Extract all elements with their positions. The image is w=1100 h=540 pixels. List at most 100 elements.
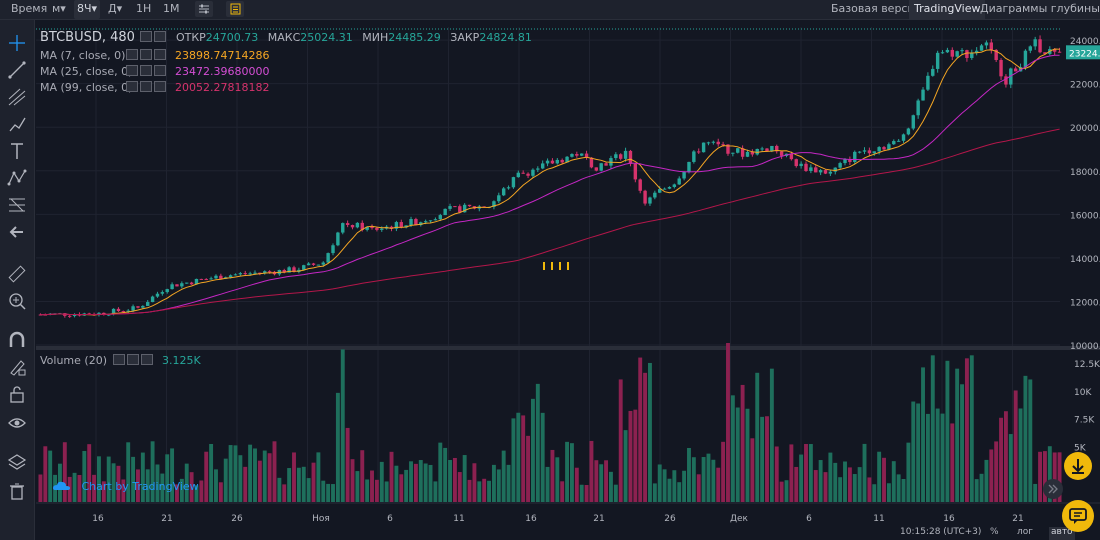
candle-body (555, 159, 560, 164)
magnet-icon[interactable] (6, 329, 28, 351)
volume-bar (145, 469, 150, 502)
interval-minutes-dropdown[interactable]: м▾ (52, 2, 66, 15)
ma99-settings-icon[interactable] (125, 81, 138, 92)
candle-body (560, 159, 564, 163)
candle-body (614, 154, 618, 159)
layers-icon[interactable] (6, 451, 28, 473)
candle-body (931, 68, 935, 76)
volume-bar (457, 472, 462, 502)
ma99-hide-icon[interactable] (139, 81, 152, 92)
scroll-right-button[interactable] (1043, 479, 1063, 499)
volume-settings-icon[interactable] (112, 354, 125, 365)
tradingview-tab[interactable]: TradingView (909, 0, 986, 19)
pane-separator (36, 346, 1100, 350)
volume-close-icon[interactable] (140, 354, 153, 365)
interval-day-dropdown[interactable]: Д▾ (108, 2, 123, 15)
hide-mini-icon[interactable] (154, 31, 167, 42)
candle-body (896, 140, 901, 142)
ma99-close-icon[interactable] (153, 81, 166, 92)
candle-body (243, 273, 247, 275)
ma7-hide-icon[interactable] (139, 49, 152, 60)
candle-body (906, 128, 911, 135)
candle-body (433, 219, 438, 221)
scroll-to-latest-button[interactable] (1064, 452, 1092, 480)
text-tool-icon[interactable] (6, 140, 28, 162)
ma99-legend[interactable]: MA (99, close, 0) 20052.27818182 (40, 81, 269, 94)
ma7-legend[interactable]: MA (7, close, 0) 23898.74714286 (40, 49, 269, 62)
lock-icon[interactable] (6, 383, 28, 405)
candle-body (141, 305, 145, 308)
indicators-settings-icon[interactable] (195, 1, 213, 17)
volume-bar (638, 357, 643, 502)
candle-body (467, 204, 472, 207)
volume-bar (706, 453, 711, 502)
depth-chart-tab[interactable]: Диаграммы глубины (980, 2, 1100, 15)
volume-bar (165, 454, 170, 502)
candle-body (345, 223, 350, 225)
price-chart[interactable]: 24000.00 22000.00 20000.00 18000.00 16000.00… (36, 27, 1100, 540)
volume-bar (228, 445, 233, 502)
candle-body (492, 201, 496, 207)
volume-bar (477, 481, 482, 502)
lock-pencil-icon[interactable] (6, 356, 28, 378)
crosshair-icon[interactable] (6, 32, 28, 54)
candle-body (263, 271, 267, 273)
volume-bar (448, 459, 452, 502)
volume-hide-icon[interactable] (126, 354, 139, 365)
chat-button[interactable] (1062, 500, 1094, 532)
candle-body (170, 284, 174, 290)
volume-bar (48, 450, 53, 502)
candle-body (672, 184, 677, 187)
ma25-hide-icon[interactable] (139, 65, 152, 76)
interval-week-button[interactable]: 1Н (136, 2, 152, 15)
trend-line-icon[interactable] (6, 59, 28, 81)
eye-icon[interactable] (6, 412, 28, 434)
zoom-in-icon[interactable] (6, 290, 28, 312)
trash-icon[interactable] (6, 480, 28, 502)
back-arrow-icon[interactable] (6, 221, 28, 243)
volume-bar (204, 451, 209, 502)
interval-month-button[interactable]: 1М (163, 2, 180, 15)
time-tick-label: 11 (873, 514, 884, 524)
candle-body (219, 275, 223, 279)
candle-body (67, 315, 72, 317)
volume-bar (877, 451, 882, 502)
volume-bar (828, 452, 833, 502)
candle-body (253, 272, 257, 274)
percent-toggle[interactable]: % (990, 527, 999, 537)
ma25-legend[interactable]: MA (25, close, 0) 23472.39680000 (40, 65, 269, 78)
ma25-close-icon[interactable] (153, 65, 166, 76)
settings-mini-icon[interactable] (140, 31, 153, 42)
tradingview-watermark[interactable]: Chart by TradingView (52, 480, 199, 493)
basic-version-tab[interactable]: Базовая версия (831, 2, 922, 15)
volume-bar (628, 410, 633, 502)
volume-bar (735, 407, 740, 502)
volume-bar (170, 448, 175, 502)
ma7-close-icon[interactable] (153, 49, 166, 60)
volume-bar (272, 441, 277, 502)
ma7-settings-icon[interactable] (125, 49, 138, 60)
volume-value: 3.125K (162, 354, 201, 367)
candle-body (950, 49, 954, 57)
indicators-list-icon[interactable] (226, 1, 244, 17)
pitchfork-icon[interactable] (6, 86, 28, 108)
candle-body (667, 186, 672, 189)
candle-body (131, 306, 135, 311)
brush-icon[interactable] (6, 113, 28, 135)
volume-bar (38, 474, 43, 502)
price-tick-label: 14000.00 (1070, 255, 1100, 265)
ruler-icon[interactable] (6, 263, 28, 285)
price-tick-label: 24000.00 (1070, 37, 1100, 47)
auto-toggle[interactable]: авто (1049, 527, 1075, 540)
volume-bar (399, 474, 404, 502)
symbol-label: BTCBUSD, 480 (40, 30, 135, 45)
candle-body (740, 148, 745, 157)
ma25-settings-icon[interactable] (125, 65, 138, 76)
interval-8h-dropdown[interactable]: 8Ч▾ (74, 0, 101, 19)
close-value: 24824.81 (479, 31, 532, 44)
pattern-icon[interactable] (6, 167, 28, 189)
log-toggle[interactable]: лог (1017, 527, 1033, 537)
fib-tool-icon[interactable] (6, 194, 28, 216)
double-chevron-right-icon (1048, 484, 1058, 494)
volume-legend[interactable]: Volume (20) 3.125K (40, 354, 201, 367)
